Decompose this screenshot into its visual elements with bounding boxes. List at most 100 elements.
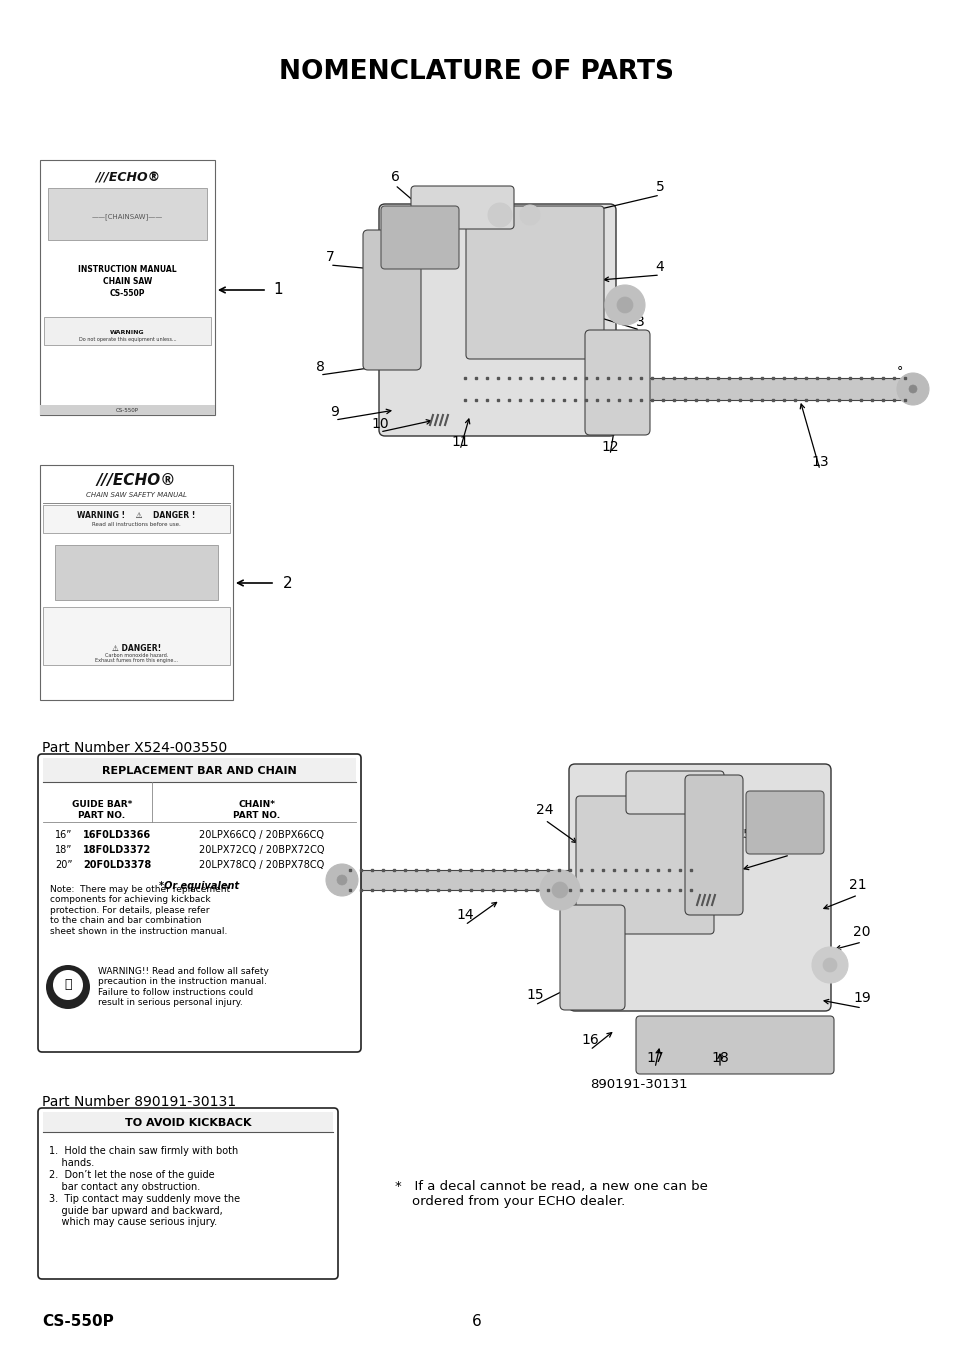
Text: CHAIN SAW SAFETY MANUAL: CHAIN SAW SAFETY MANUAL bbox=[86, 492, 187, 499]
FancyBboxPatch shape bbox=[745, 790, 823, 854]
Circle shape bbox=[46, 965, 90, 1009]
Text: *   If a decal cannot be read, a new one can be
    ordered from your ECHO deale: * If a decal cannot be read, a new one c… bbox=[395, 1179, 707, 1208]
Text: 11: 11 bbox=[451, 435, 468, 449]
Circle shape bbox=[908, 385, 916, 393]
Text: 2.  Don’t let the nose of the guide
    bar contact any obstruction.: 2. Don’t let the nose of the guide bar c… bbox=[49, 1170, 214, 1192]
Text: 8: 8 bbox=[315, 359, 324, 374]
FancyBboxPatch shape bbox=[38, 754, 360, 1052]
Text: GUIDE BAR*
PART NO.: GUIDE BAR* PART NO. bbox=[71, 800, 132, 820]
Text: 20LPX72CQ / 20BPX72CQ: 20LPX72CQ / 20BPX72CQ bbox=[199, 844, 324, 855]
Circle shape bbox=[488, 203, 512, 227]
Circle shape bbox=[326, 865, 357, 896]
FancyBboxPatch shape bbox=[684, 775, 742, 915]
Text: CHAIN*
PART NO.: CHAIN* PART NO. bbox=[233, 800, 280, 820]
Bar bbox=[40, 405, 214, 415]
Text: 18F0LD3372: 18F0LD3372 bbox=[83, 844, 151, 855]
Text: CS-550P: CS-550P bbox=[42, 1315, 113, 1329]
Text: 🧑: 🧑 bbox=[64, 978, 71, 992]
FancyBboxPatch shape bbox=[636, 1016, 833, 1074]
Text: 3.  Tip contact may suddenly move the
    guide bar upward and backward,
    whi: 3. Tip contact may suddenly move the gui… bbox=[49, 1194, 240, 1227]
FancyBboxPatch shape bbox=[378, 204, 616, 436]
FancyBboxPatch shape bbox=[40, 465, 233, 700]
Text: 2: 2 bbox=[283, 576, 293, 590]
Text: ⚠ DANGER!: ⚠ DANGER! bbox=[112, 643, 161, 653]
Text: X524-003550: X524-003550 bbox=[734, 828, 824, 842]
Text: ///ECHO®: ///ECHO® bbox=[96, 473, 176, 489]
Circle shape bbox=[539, 870, 579, 911]
Text: WARNING !    ⚠    DANGER !: WARNING ! ⚠ DANGER ! bbox=[77, 511, 195, 520]
FancyBboxPatch shape bbox=[40, 159, 214, 415]
Text: 890191-30131: 890191-30131 bbox=[589, 1078, 687, 1092]
Text: 1: 1 bbox=[273, 282, 282, 297]
Text: 9: 9 bbox=[331, 405, 339, 419]
Text: Part Number X524-003550: Part Number X524-003550 bbox=[42, 740, 227, 755]
FancyBboxPatch shape bbox=[559, 905, 624, 1011]
Circle shape bbox=[552, 882, 567, 898]
Text: CS-550P: CS-550P bbox=[110, 289, 145, 299]
Bar bbox=[44, 317, 211, 345]
Text: 18: 18 bbox=[710, 1051, 728, 1065]
FancyBboxPatch shape bbox=[568, 765, 830, 1011]
Text: Note:  There may be other replacement
components for achieving kickback
protecti: Note: There may be other replacement com… bbox=[50, 885, 230, 936]
FancyBboxPatch shape bbox=[411, 186, 514, 230]
Text: ///ECHO®: ///ECHO® bbox=[95, 172, 160, 185]
Text: 20LPX66CQ / 20BPX66CQ: 20LPX66CQ / 20BPX66CQ bbox=[199, 830, 324, 840]
Bar bbox=[455, 378, 909, 400]
Text: 3: 3 bbox=[635, 315, 643, 330]
FancyBboxPatch shape bbox=[38, 1108, 337, 1279]
Text: CS-550P: CS-550P bbox=[116, 408, 139, 412]
Bar bbox=[43, 758, 355, 782]
Text: 4: 4 bbox=[655, 259, 663, 274]
Circle shape bbox=[604, 285, 644, 326]
Text: 5: 5 bbox=[655, 180, 663, 195]
Circle shape bbox=[896, 373, 928, 405]
Text: Read all instructions before use.: Read all instructions before use. bbox=[92, 523, 181, 527]
Text: Do not operate this equipment unless...: Do not operate this equipment unless... bbox=[79, 338, 176, 343]
Circle shape bbox=[53, 970, 83, 1000]
Text: 20: 20 bbox=[852, 925, 870, 939]
FancyBboxPatch shape bbox=[363, 230, 420, 370]
Text: TO AVOID KICKBACK: TO AVOID KICKBACK bbox=[125, 1119, 251, 1128]
Circle shape bbox=[822, 958, 836, 971]
Bar bbox=[55, 544, 218, 600]
Text: *Or equivalent: *Or equivalent bbox=[159, 881, 239, 892]
Circle shape bbox=[519, 205, 539, 226]
Bar bbox=[48, 188, 207, 240]
Bar bbox=[339, 870, 695, 890]
FancyBboxPatch shape bbox=[584, 330, 649, 435]
Text: °: ° bbox=[896, 366, 902, 378]
Text: 17: 17 bbox=[645, 1051, 663, 1065]
Circle shape bbox=[811, 947, 847, 984]
Text: 23: 23 bbox=[671, 784, 688, 797]
Text: 20F0LD3378: 20F0LD3378 bbox=[83, 861, 151, 870]
Text: NOMENCLATURE OF PARTS: NOMENCLATURE OF PARTS bbox=[279, 59, 674, 85]
Text: 7: 7 bbox=[325, 250, 334, 263]
FancyBboxPatch shape bbox=[576, 796, 713, 934]
Text: 20LPX78CQ / 20BPX78CQ: 20LPX78CQ / 20BPX78CQ bbox=[199, 861, 324, 870]
FancyBboxPatch shape bbox=[380, 205, 458, 269]
Text: 16F0LD3366: 16F0LD3366 bbox=[83, 830, 151, 840]
Bar bbox=[43, 1112, 333, 1132]
Text: 15: 15 bbox=[526, 988, 543, 1002]
Text: Carbon monoxide hazard.
Exhaust fumes from this engine...: Carbon monoxide hazard. Exhaust fumes fr… bbox=[95, 653, 178, 663]
Text: Part Number 890191-30131: Part Number 890191-30131 bbox=[42, 1096, 236, 1109]
FancyBboxPatch shape bbox=[625, 771, 723, 815]
Circle shape bbox=[617, 297, 633, 313]
Text: ——[CHAINSAW]——: ——[CHAINSAW]—— bbox=[91, 213, 163, 220]
Circle shape bbox=[336, 875, 347, 885]
Text: 13: 13 bbox=[810, 455, 828, 469]
Text: 16”: 16” bbox=[55, 830, 72, 840]
FancyBboxPatch shape bbox=[465, 205, 603, 359]
Text: 20”: 20” bbox=[55, 861, 72, 870]
Text: 18”: 18” bbox=[55, 844, 72, 855]
Text: 14: 14 bbox=[456, 908, 474, 921]
Text: 1.  Hold the chain saw firmly with both
    hands.: 1. Hold the chain saw firmly with both h… bbox=[49, 1146, 238, 1167]
Text: REPLACEMENT BAR AND CHAIN: REPLACEMENT BAR AND CHAIN bbox=[102, 766, 296, 775]
Text: INSTRUCTION MANUAL: INSTRUCTION MANUAL bbox=[78, 266, 176, 274]
Text: 24: 24 bbox=[536, 802, 553, 817]
Text: 6: 6 bbox=[390, 170, 399, 184]
Text: WARNING: WARNING bbox=[111, 330, 145, 335]
Text: 22: 22 bbox=[781, 838, 798, 852]
Text: 12: 12 bbox=[600, 440, 618, 454]
Text: 10: 10 bbox=[371, 417, 389, 431]
